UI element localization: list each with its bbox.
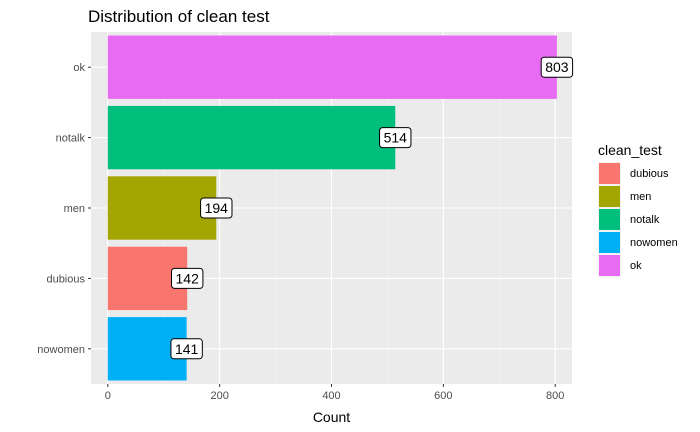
y-tick-label: notalk	[56, 133, 86, 145]
legend-label-nowomen: nowomen	[630, 237, 678, 249]
legend-swatch-men	[599, 186, 620, 207]
legend-label-ok: ok	[630, 260, 642, 272]
bars	[107, 35, 557, 381]
bar-notalk	[107, 105, 396, 170]
data-label-ok: 803	[540, 56, 574, 78]
data-labels: 803 514 194 142 141	[170, 56, 574, 360]
legend-label-dubious: dubious	[630, 168, 669, 180]
data-label-nowomen: 141	[170, 338, 203, 360]
legend-swatch-dubious	[599, 163, 620, 184]
y-tick-label: men	[64, 203, 85, 215]
legend-label-men: men	[630, 191, 651, 203]
data-label-box	[540, 56, 574, 78]
data-label-box	[379, 127, 412, 149]
x-tick-label: 800	[546, 390, 564, 402]
legend-swatch-notalk	[599, 209, 620, 230]
data-label-text: 142	[176, 270, 200, 286]
y-tick-label: ok	[73, 62, 85, 74]
data-label-box	[171, 267, 204, 289]
legend-swatch-nowomen	[599, 232, 620, 253]
bar-ok	[107, 35, 557, 99]
x-tick-label: 200	[210, 390, 228, 402]
x-tick-label: 0	[105, 390, 111, 402]
data-label-notalk: 514	[379, 127, 412, 149]
chart-title: Distribution of clean test	[88, 7, 270, 26]
data-label-men: 194	[200, 197, 233, 219]
legend: clean_test dubious men notalk nowomen ok	[598, 142, 678, 277]
data-label-text: 141	[175, 341, 199, 357]
x-axis-label: Count	[313, 409, 350, 425]
y-axis: ok notalk men dubious nowomen	[37, 62, 91, 356]
x-axis: 0 200 400 600 800	[105, 384, 564, 402]
y-tick-label: nowomen	[37, 344, 85, 356]
x-tick-label: 600	[434, 390, 452, 402]
bar-men	[107, 176, 217, 240]
data-label-text: 514	[384, 130, 408, 146]
data-label-text: 803	[545, 59, 569, 75]
data-label-dubious: 142	[171, 267, 204, 289]
legend-label-notalk: notalk	[630, 214, 660, 226]
data-label-box	[170, 338, 203, 360]
legend-title: clean_test	[598, 142, 662, 158]
data-label-text: 194	[205, 200, 229, 216]
x-tick-label: 400	[322, 390, 340, 402]
y-tick-label: dubious	[46, 273, 85, 285]
legend-swatch-ok	[599, 255, 620, 276]
data-label-box	[200, 197, 233, 219]
